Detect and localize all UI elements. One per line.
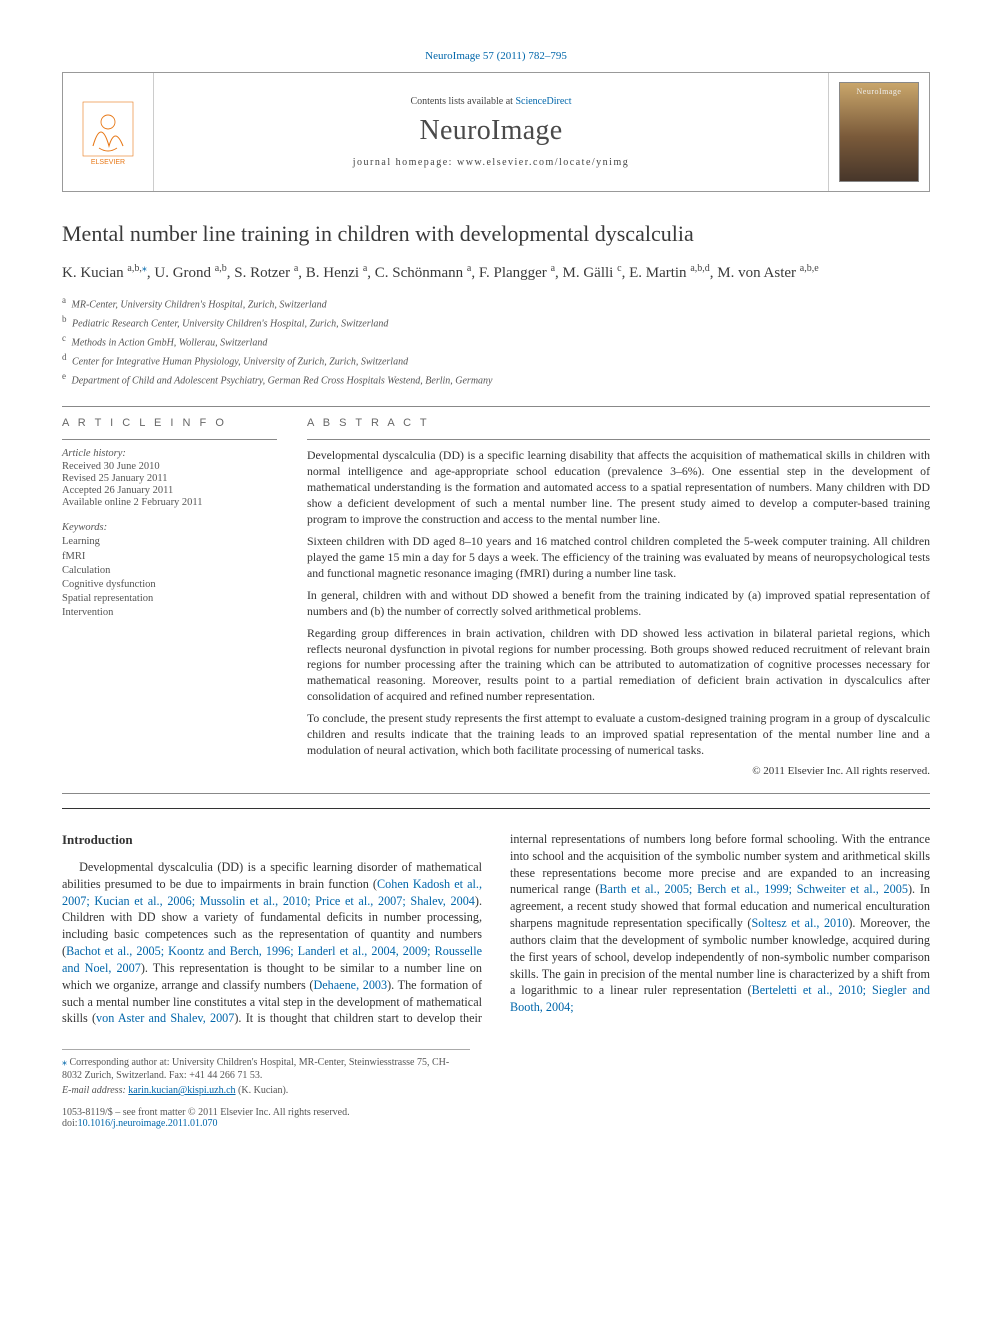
divider xyxy=(62,406,930,407)
doi-link[interactable]: 10.1016/j.neuroimage.2011.01.070 xyxy=(78,1118,218,1129)
doi-line: doi:10.1016/j.neuroimage.2011.01.070 xyxy=(62,1118,930,1129)
corresponding-author-note: ⁎ Corresponding author at: University Ch… xyxy=(62,1056,470,1082)
sciencedirect-link[interactable]: ScienceDirect xyxy=(515,96,571,107)
abstract-paragraph: In general, children with and without DD… xyxy=(307,588,930,620)
footer-identifier: 1053-8119/$ – see front matter © 2011 El… xyxy=(62,1107,930,1129)
abstract-copyright: © 2011 Elsevier Inc. All rights reserved… xyxy=(307,765,930,777)
homepage-url: www.elsevier.com/locate/ynimg xyxy=(457,157,629,168)
journal-header-center: Contents lists available at ScienceDirec… xyxy=(153,73,829,191)
publisher-logo: ELSEVIER xyxy=(63,73,153,191)
doi-prefix: doi: xyxy=(62,1118,78,1129)
author-list: K. Kucian a,b,⁎, U. Grond a,b, S. Rotzer… xyxy=(62,262,930,285)
divider xyxy=(62,808,930,809)
keyword: Learning xyxy=(62,535,277,549)
abstract-paragraph: Regarding group differences in brain act… xyxy=(307,626,930,706)
divider xyxy=(62,793,930,794)
abstract-paragraph: Developmental dyscalculia (DD) is a spec… xyxy=(307,448,930,528)
contents-lists-line: Contents lists available at ScienceDirec… xyxy=(410,96,571,107)
abstract-paragraph: Sixteen children with DD aged 8–10 years… xyxy=(307,534,930,582)
affiliation-line: d Center for Integrative Human Physiolog… xyxy=(62,351,930,370)
affiliations: a MR-Center, University Children's Hospi… xyxy=(62,294,930,388)
section-heading-introduction: Introduction xyxy=(62,831,482,849)
affiliation-line: c Methods in Action GmbH, Wollerau, Swit… xyxy=(62,332,930,351)
email-link[interactable]: karin.kucian@kispi.uzh.ch xyxy=(128,1085,235,1096)
affiliation-line: b Pediatric Research Center, University … xyxy=(62,313,930,332)
journal-homepage-line: journal homepage: www.elsevier.com/locat… xyxy=(353,157,629,168)
abstract-paragraph: To conclude, the present study represent… xyxy=(307,711,930,759)
keyword: Cognitive dysfunction xyxy=(62,578,277,592)
affiliation-line: e Department of Child and Adolescent Psy… xyxy=(62,370,930,389)
affiliation-line: a MR-Center, University Children's Hospi… xyxy=(62,294,930,313)
body-paragraph: Developmental dyscalculia (DD) is a spec… xyxy=(62,831,930,1027)
abstract-label: A B S T R A C T xyxy=(307,417,930,429)
body-two-column: Introduction Developmental dyscalculia (… xyxy=(62,831,930,1027)
contents-prefix: Contents lists available at xyxy=(410,96,515,107)
footnotes: ⁎ Corresponding author at: University Ch… xyxy=(62,1049,470,1097)
article-title: Mental number line training in children … xyxy=(62,220,930,248)
keyword: Intervention xyxy=(62,606,277,620)
corr-text: Corresponding author at: University Chil… xyxy=(62,1057,449,1081)
article-info-column: A R T I C L E I N F O Article history: R… xyxy=(62,417,277,777)
keyword: fMRI xyxy=(62,550,277,564)
keyword: Spatial representation xyxy=(62,592,277,606)
keywords-label: Keywords: xyxy=(62,522,277,533)
email-suffix: (K. Kucian). xyxy=(236,1085,289,1096)
cover-thumbnail-wrap: NeuroImage xyxy=(829,73,929,191)
cover-thumb-title: NeuroImage xyxy=(857,87,902,96)
email-line: E-mail address: karin.kucian@kispi.uzh.c… xyxy=(62,1084,470,1097)
journal-header: ELSEVIER Contents lists available at Sci… xyxy=(62,72,930,192)
history-line: Revised 25 January 2011 xyxy=(62,473,277,484)
history-line: Received 30 June 2010 xyxy=(62,461,277,472)
article-info-label: A R T I C L E I N F O xyxy=(62,417,277,429)
abstract-column: A B S T R A C T Developmental dyscalculi… xyxy=(307,417,930,777)
keyword: Calculation xyxy=(62,564,277,578)
email-label: E-mail address: xyxy=(62,1085,128,1096)
divider xyxy=(307,439,930,440)
asterisk-icon: ⁎ xyxy=(62,1057,67,1068)
journal-name: NeuroImage xyxy=(420,115,563,147)
history-line: Available online 2 February 2011 xyxy=(62,497,277,508)
history-line: Accepted 26 January 2011 xyxy=(62,485,277,496)
history-label: Article history: xyxy=(62,448,277,459)
divider xyxy=(62,439,277,440)
homepage-prefix: journal homepage: xyxy=(353,157,457,168)
cover-thumbnail: NeuroImage xyxy=(839,82,919,182)
svg-text:ELSEVIER: ELSEVIER xyxy=(91,159,125,166)
front-matter-line: 1053-8119/$ – see front matter © 2011 El… xyxy=(62,1107,930,1118)
journal-reference: NeuroImage 57 (2011) 782–795 xyxy=(62,50,930,62)
